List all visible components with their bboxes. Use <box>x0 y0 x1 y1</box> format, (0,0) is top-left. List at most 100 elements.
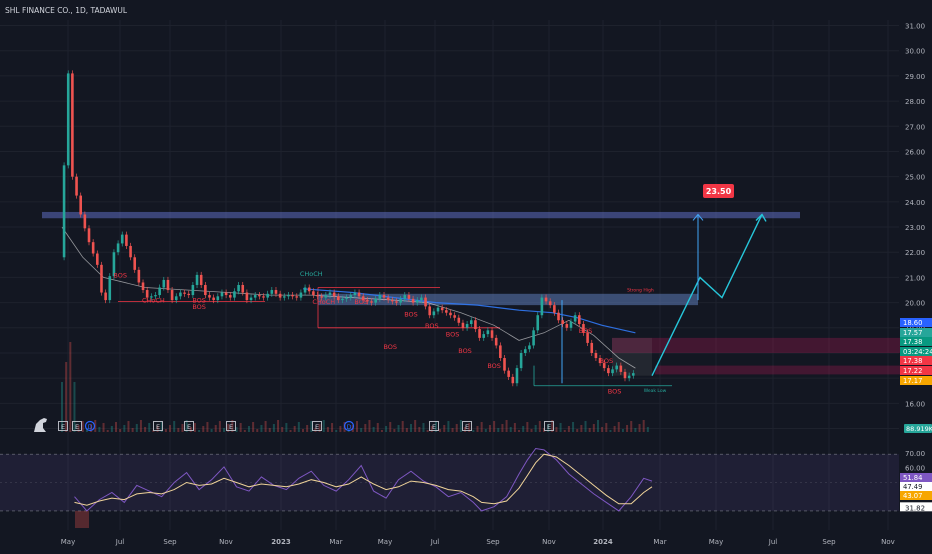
candle-body <box>370 301 373 303</box>
candle-body <box>623 371 627 379</box>
volume-bar <box>335 430 338 432</box>
candle-body <box>440 307 444 311</box>
candle-body <box>499 345 502 359</box>
volume-bar <box>364 424 367 432</box>
candle-body <box>320 296 323 298</box>
time-axis-label: Nov <box>219 538 233 546</box>
volume-bar <box>301 429 304 432</box>
volume-bar <box>592 424 595 432</box>
volume-bar <box>198 430 201 432</box>
event-marker-label: E <box>547 423 551 431</box>
volume-bar <box>260 425 263 432</box>
resistance-zone <box>42 211 800 219</box>
volume-bar <box>426 430 429 432</box>
volume-bar <box>144 427 147 432</box>
volume-bar <box>218 421 221 432</box>
volume-bar <box>173 421 176 432</box>
candle-body <box>461 322 465 328</box>
volume-bar <box>139 420 142 432</box>
volume-bar <box>621 429 624 432</box>
candle-body <box>191 284 195 296</box>
volume-bar <box>443 425 446 432</box>
candle-body <box>266 293 269 298</box>
zones <box>42 211 900 376</box>
candle-body <box>324 295 328 298</box>
volume-bars <box>61 342 649 432</box>
candle-body <box>403 295 407 299</box>
candle-body <box>208 295 211 298</box>
price-tick-label: 29.00 <box>905 73 925 81</box>
price-badge <box>900 337 932 346</box>
volume-bar <box>601 427 604 432</box>
volume-bar <box>268 428 271 432</box>
volume-bar <box>331 423 334 432</box>
candle-body <box>366 300 369 302</box>
volume-bar <box>73 382 76 432</box>
volume-bar <box>310 421 313 432</box>
candle-body <box>619 365 623 372</box>
price-tick-label: 27.00 <box>905 123 925 131</box>
event-marker-label: E <box>75 423 79 431</box>
earnings-marker-icon <box>72 421 82 431</box>
candle-body <box>353 292 357 296</box>
volume-bar <box>638 424 641 432</box>
event-marker: E <box>544 421 554 431</box>
event-marker-label: D <box>346 423 351 431</box>
volume-bar <box>189 427 192 432</box>
volume-bar <box>567 426 570 432</box>
volume-bar <box>501 424 504 432</box>
candle-body <box>445 310 448 313</box>
volume-bar <box>148 423 151 432</box>
volume-bar <box>293 426 296 432</box>
candle-body <box>536 315 540 331</box>
candle-body <box>565 324 569 328</box>
volume-bar <box>231 420 234 432</box>
candle-body <box>391 300 394 302</box>
volume-bar <box>339 426 342 432</box>
event-marker-label: E <box>61 423 65 431</box>
candle-body <box>112 252 116 277</box>
candle-body <box>407 295 411 299</box>
volume-bar <box>459 420 462 432</box>
candle-body <box>523 349 527 353</box>
time-axis-label: 2024 <box>593 538 613 546</box>
dividend-marker-icon <box>343 420 355 432</box>
candle-body <box>615 365 618 370</box>
candle-body <box>237 284 240 292</box>
structure-label: BOS <box>192 297 206 305</box>
volume-bar <box>169 425 172 432</box>
volume-bar <box>389 422 392 432</box>
price-badge-text: 17.22 <box>903 367 922 375</box>
price-badge <box>900 318 932 327</box>
structure-label: BOS <box>354 298 368 306</box>
volume-bar <box>509 427 512 432</box>
event-marker: E <box>153 421 163 431</box>
candle-body <box>312 291 315 296</box>
candle-body <box>411 298 415 303</box>
volume-bar <box>646 427 649 432</box>
volume-bar <box>397 425 400 432</box>
candle-body <box>569 321 573 328</box>
volume-bar <box>559 423 562 432</box>
candle-body <box>469 320 473 325</box>
target-label: 23.50 <box>706 187 732 196</box>
candle-body <box>228 295 232 298</box>
volume-bar <box>447 421 450 432</box>
oversold-fill <box>75 510 89 528</box>
price-tick-label: 22.00 <box>905 249 925 257</box>
candle-body <box>154 295 157 297</box>
volume-bar <box>634 428 637 432</box>
target-arrow-icon <box>692 213 704 221</box>
price-tick-label: 31.00 <box>905 23 925 31</box>
candle-body <box>195 274 199 285</box>
event-marker: D <box>343 420 355 432</box>
candle-body <box>494 337 498 346</box>
price-tick-label: 28.00 <box>905 98 925 106</box>
candle-body <box>158 287 161 296</box>
candle-body <box>474 320 477 330</box>
premium-zone <box>612 337 900 353</box>
volume-bar <box>131 428 134 432</box>
event-marker: E <box>72 421 82 431</box>
